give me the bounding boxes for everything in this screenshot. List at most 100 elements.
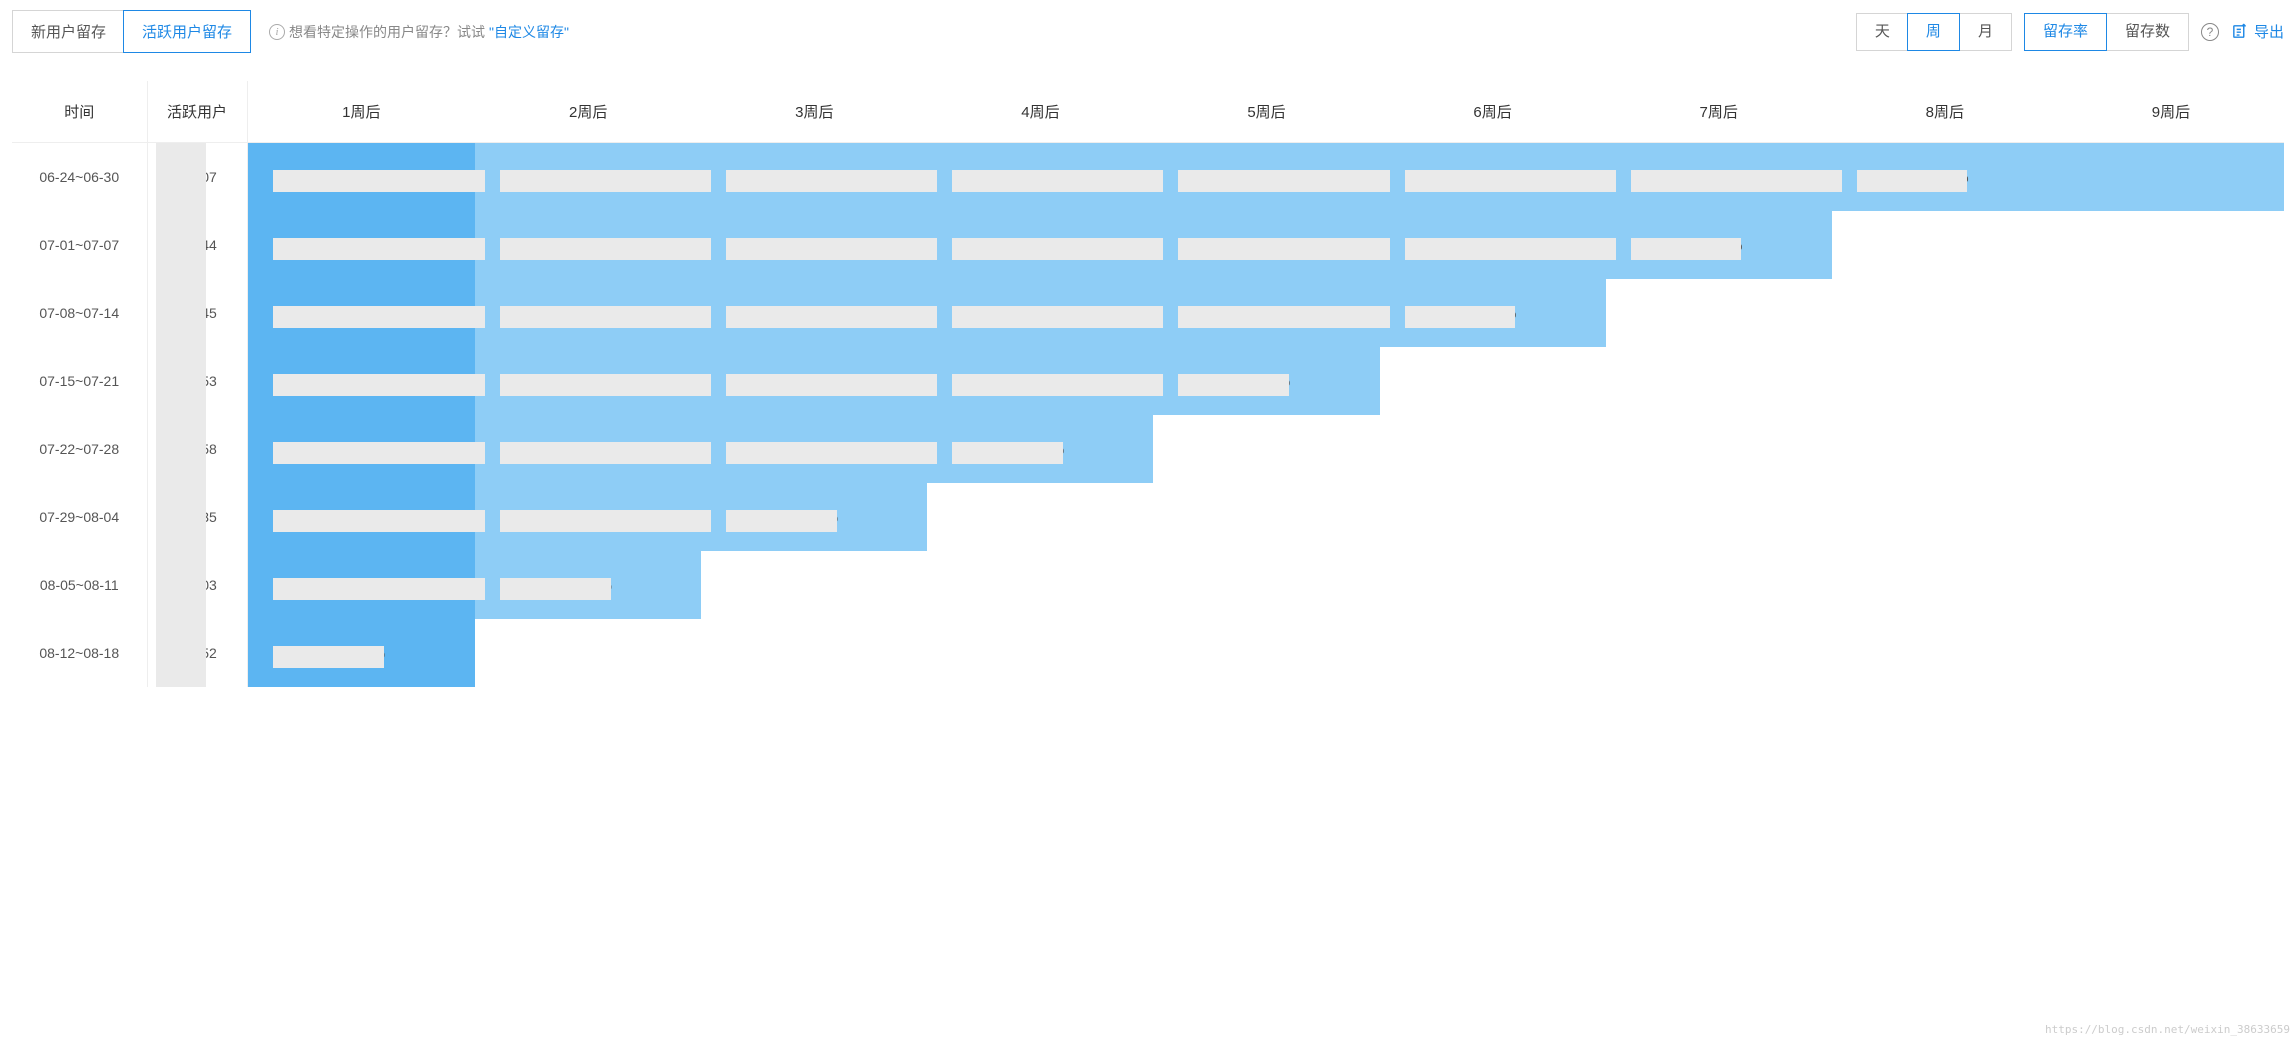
seg-month[interactable]: 月 [1959,14,2011,50]
cell-week-3: 50.54% [701,211,927,279]
tab-new-user[interactable]: 新用户留存 [13,11,124,52]
cell-week-1: 58.84% [247,619,475,687]
cell-week-7 [1606,415,1832,483]
cell-week-9 [2058,279,2284,347]
cell-week-5: 44.83% [1153,279,1379,347]
cell-time: 07-08~07-14 [12,279,147,347]
header-week-4: 4周后 [927,81,1153,143]
cell-week-6: 43.47% [1380,211,1606,279]
hint-text: i 想看特定操作的用户留存？试试 "自定义留存" [269,22,569,42]
cell-week-8 [1832,347,2058,415]
redact-box [156,551,206,619]
info-icon: i [269,24,285,40]
cell-week-6 [1380,415,1606,483]
cell-week-8: 43.32% [1832,143,2058,211]
tab-active-user[interactable]: 活跃用户留存 [123,10,251,53]
header-week-9: 9周后 [2058,81,2284,143]
cell-week-2: 58.97% [475,415,701,483]
header-time: 时间 [12,81,147,143]
table-row: 07-22~07-285865.05%58.97%55.78%54.41% [12,415,2284,483]
cell-week-2: 54.97% [475,211,701,279]
cell-time: 08-12~08-18 [12,619,147,687]
metric-group: 留存率 留存数 [2024,13,2189,51]
help-icon[interactable]: ? [2201,23,2219,41]
cell-week-8 [1832,415,2058,483]
cell-week-8 [1832,279,2058,347]
cell-week-9 [2058,551,2284,619]
cell-week-3 [701,551,927,619]
cell-week-5: 46.35% [1153,347,1379,415]
cell-week-3: 53.08% [701,143,927,211]
cell-users: 58 [147,415,247,483]
cell-users: 44 [147,211,247,279]
cell-week-4: 54.41% [927,415,1153,483]
cell-week-1: 61.97% [247,279,475,347]
cell-week-1: 60.50% [247,347,475,415]
cell-week-8 [1832,211,2058,279]
cell-week-6 [1380,483,1606,551]
cell-week-9 [2058,143,2284,211]
cell-week-4: 45.87% [927,347,1153,415]
export-icon [2231,23,2248,40]
cell-users: 53 [147,347,247,415]
table-row: 08-05~08-110362.97%57.61% [12,551,2284,619]
cell-week-6 [1380,619,1606,687]
cell-week-7: 43.47% [1606,143,1832,211]
header-row: 时间 活跃用户 1周后2周后3周后4周后5周后6周后7周后8周后9周后 [12,81,2284,143]
redact-box [156,279,206,347]
seg-rate[interactable]: 留存率 [2024,13,2107,51]
cell-week-4 [927,551,1153,619]
redact-box [156,415,206,483]
redact-box [156,483,206,551]
cell-week-1: 62.97% [247,551,475,619]
cell-week-2: 54.09% [475,279,701,347]
cell-week-6: 45.27% [1380,279,1606,347]
cell-week-4 [927,483,1153,551]
cell-time: 07-01~07-07 [12,211,147,279]
cell-week-6 [1380,347,1606,415]
cell-week-7: 43.15% [1606,211,1832,279]
cell-week-9 [2058,347,2284,415]
cell-week-5 [1153,483,1379,551]
header-week-7: 7周后 [1606,81,1832,143]
seg-count[interactable]: 留存数 [2106,14,2188,50]
cell-week-4: 47.65% [927,279,1153,347]
cell-week-2: 57.61% [475,551,701,619]
time-granularity-group: 天 周 月 [1856,13,2012,51]
redact-box [156,347,206,415]
header-week-5: 5周后 [1153,81,1379,143]
export-button[interactable]: 导出 [2231,21,2284,42]
seg-week[interactable]: 周 [1907,13,1960,51]
cell-week-8 [1832,619,2058,687]
cell-week-5: 46.2% [1153,143,1379,211]
cell-week-2: 54.69% [475,483,701,551]
cell-week-2 [475,619,701,687]
cell-week-3: 51.81% [701,483,927,551]
redact-box [156,143,206,211]
header-week-8: 8周后 [1832,81,2058,143]
cell-week-1: 64.56% [247,143,475,211]
cell-week-1: 59.73% [247,483,475,551]
cell-users: 07 [147,143,247,211]
cell-week-7 [1606,347,1832,415]
cell-time: 07-22~07-28 [12,415,147,483]
cell-week-9 [2058,211,2284,279]
header-users: 活跃用户 [147,81,247,143]
cell-week-2: 57.68% [475,143,701,211]
header-week-1: 1周后 [247,81,475,143]
cell-week-5: 44.89% [1153,211,1379,279]
hint-link[interactable]: "自定义留存" [489,22,569,42]
cell-week-7 [1606,483,1832,551]
cell-users: 52 [147,619,247,687]
table-row: 07-15~07-215360.50%53.70%49.74%45.87%46.… [12,347,2284,415]
cell-week-7 [1606,279,1832,347]
toolbar: 新用户留存 活跃用户留存 i 想看特定操作的用户留存？试试 "自定义留存" 天 … [12,10,2284,53]
cell-week-1: 65.05% [247,415,475,483]
cell-week-9 [2058,483,2284,551]
cell-week-3: 50.47% [701,279,927,347]
header-week-2: 2周后 [475,81,701,143]
cell-week-7 [1606,619,1832,687]
seg-day[interactable]: 天 [1857,14,1908,50]
cell-week-8 [1832,551,2058,619]
toolbar-right: 天 周 月 留存率 留存数 ? 导出 [1856,13,2284,51]
